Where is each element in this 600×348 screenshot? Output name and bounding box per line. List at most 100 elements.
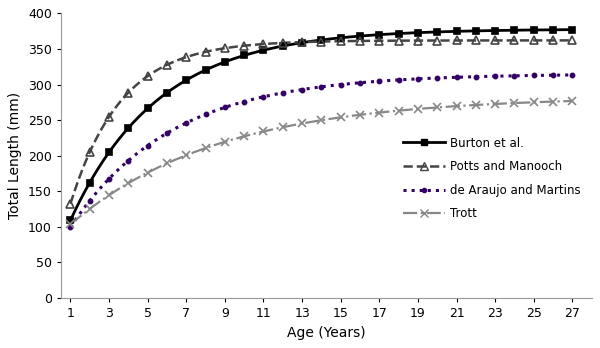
Burton et al. (569, 27, 576, 32)
Burton et al. (453, 29, 460, 33)
Potts and Manooch (202, 50, 209, 54)
de Araujo and Martins (569, 73, 576, 77)
Potts and Manooch (434, 38, 441, 42)
Burton et al. (511, 28, 518, 32)
de Araujo and Martins (491, 74, 499, 78)
de Araujo and Martins (376, 79, 383, 83)
Burton et al. (163, 90, 170, 95)
Burton et al. (337, 36, 344, 40)
Legend: Burton et al., Potts and Manooch, de Araujo and Martins, Trott: Burton et al., Potts and Manooch, de Ara… (398, 132, 586, 225)
Burton et al. (221, 60, 229, 64)
Trott (318, 118, 325, 122)
Line: de Araujo and Martins: de Araujo and Martins (68, 73, 574, 229)
Trott (260, 129, 267, 134)
Burton et al. (298, 41, 305, 45)
Burton et al. (182, 78, 190, 82)
Trott (569, 99, 576, 103)
Trott (279, 125, 286, 129)
Potts and Manooch (472, 38, 479, 42)
Burton et al. (318, 38, 325, 42)
Line: Trott: Trott (66, 97, 577, 229)
Trott (472, 103, 479, 107)
de Araujo and Martins (434, 76, 441, 80)
de Araujo and Martins (318, 85, 325, 89)
Trott (86, 207, 94, 211)
Trott (376, 111, 383, 115)
Burton et al. (241, 53, 248, 57)
Trott (298, 121, 305, 126)
Potts and Manooch (279, 41, 286, 45)
de Araujo and Martins (221, 105, 229, 110)
Line: Burton et al.: Burton et al. (67, 26, 576, 224)
Trott (395, 109, 402, 113)
de Araujo and Martins (453, 75, 460, 79)
Burton et al. (415, 31, 422, 35)
Trott (163, 161, 170, 165)
de Araujo and Martins (550, 73, 557, 77)
Potts and Manooch (106, 115, 113, 119)
Trott (491, 102, 499, 106)
de Araujo and Martins (298, 87, 305, 92)
Y-axis label: Total Length (mm): Total Length (mm) (8, 92, 22, 219)
Burton et al. (491, 29, 499, 33)
Burton et al. (395, 31, 402, 35)
Trott (453, 104, 460, 108)
Potts and Manooch (125, 90, 132, 95)
Potts and Manooch (491, 38, 499, 42)
Trott (67, 222, 74, 227)
X-axis label: Age (Years): Age (Years) (287, 326, 365, 340)
Potts and Manooch (337, 39, 344, 43)
de Araujo and Martins (163, 131, 170, 135)
de Araujo and Martins (472, 74, 479, 79)
de Araujo and Martins (356, 81, 364, 85)
Trott (356, 113, 364, 117)
de Araujo and Martins (241, 100, 248, 104)
Trott (202, 146, 209, 150)
Potts and Manooch (163, 63, 170, 67)
Potts and Manooch (356, 39, 364, 43)
Trott (511, 101, 518, 105)
de Araujo and Martins (415, 77, 422, 81)
Burton et al. (67, 218, 74, 222)
Potts and Manooch (260, 42, 267, 46)
de Araujo and Martins (125, 158, 132, 163)
Burton et al. (376, 33, 383, 37)
de Araujo and Martins (511, 74, 518, 78)
de Araujo and Martins (202, 112, 209, 117)
Burton et al. (86, 181, 94, 185)
Burton et al. (550, 28, 557, 32)
Potts and Manooch (376, 39, 383, 43)
Burton et al. (472, 29, 479, 33)
Burton et al. (530, 28, 538, 32)
Potts and Manooch (221, 46, 229, 50)
Trott (434, 105, 441, 110)
Trott (550, 100, 557, 104)
Line: Potts and Manooch: Potts and Manooch (66, 36, 577, 208)
Potts and Manooch (241, 44, 248, 48)
Trott (241, 134, 248, 139)
Burton et al. (202, 68, 209, 72)
Trott (221, 140, 229, 144)
Potts and Manooch (67, 201, 74, 206)
Trott (530, 100, 538, 104)
Potts and Manooch (511, 38, 518, 42)
Potts and Manooch (144, 74, 151, 78)
Potts and Manooch (453, 38, 460, 42)
Trott (182, 153, 190, 157)
Burton et al. (106, 150, 113, 154)
de Araujo and Martins (395, 78, 402, 82)
de Araujo and Martins (144, 143, 151, 148)
Trott (125, 181, 132, 185)
de Araujo and Martins (279, 91, 286, 95)
Burton et al. (434, 30, 441, 34)
Potts and Manooch (395, 39, 402, 43)
Potts and Manooch (415, 39, 422, 43)
de Araujo and Martins (67, 225, 74, 229)
Potts and Manooch (86, 150, 94, 154)
de Araujo and Martins (260, 95, 267, 99)
Trott (144, 171, 151, 175)
de Araujo and Martins (530, 73, 538, 78)
Burton et al. (144, 106, 151, 110)
de Araujo and Martins (86, 199, 94, 203)
Trott (337, 115, 344, 119)
